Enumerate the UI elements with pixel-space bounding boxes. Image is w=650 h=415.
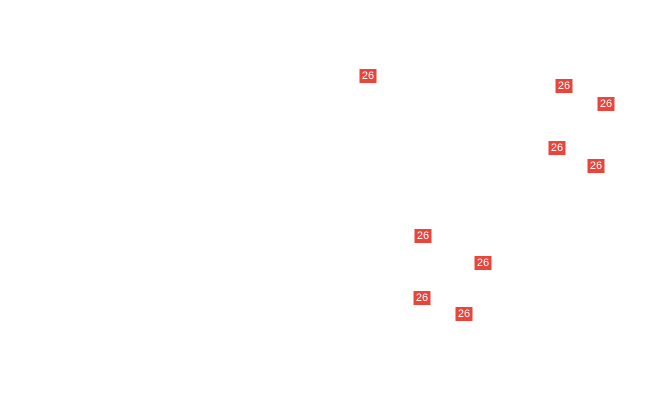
- map-marker-badge[interactable]: 26: [597, 97, 615, 111]
- map-marker-badge[interactable]: 26: [413, 291, 431, 305]
- map-marker-badge[interactable]: 26: [359, 69, 377, 83]
- map-marker-badge[interactable]: 26: [548, 141, 566, 155]
- map-marker-badge[interactable]: 26: [455, 307, 473, 321]
- map-marker-badge[interactable]: 26: [555, 79, 573, 93]
- map-marker-badge[interactable]: 26: [587, 159, 605, 173]
- map-marker-badge[interactable]: 26: [414, 229, 432, 243]
- map-marker-badge[interactable]: 26: [474, 256, 492, 270]
